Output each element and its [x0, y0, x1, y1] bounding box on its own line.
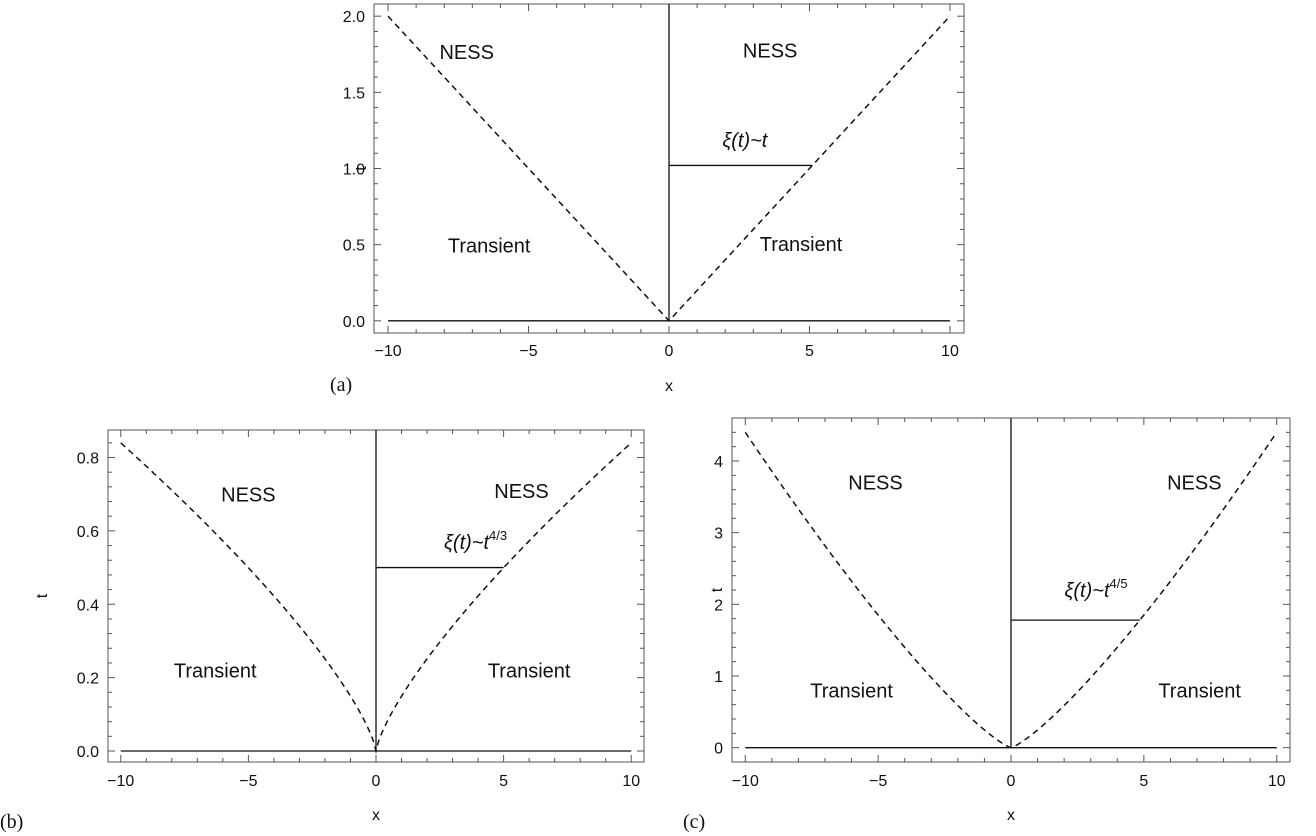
x-tick-label: 5	[1139, 773, 1148, 790]
x-tick-label: −5	[869, 773, 887, 790]
ness-left-label: NESS	[439, 42, 493, 64]
ness-left-label: NESS	[221, 485, 275, 507]
x-tick-label: 5	[499, 773, 508, 790]
transient-right-label: Transient	[1158, 681, 1241, 703]
y-axis-label: t	[34, 593, 51, 598]
xi-scaling-label: ξ(t)~t4/3	[444, 528, 507, 554]
x-tick-label: −10	[732, 773, 759, 790]
ness-right-label: NESS	[1167, 473, 1221, 495]
y-tick-label: 4	[714, 454, 723, 471]
x-tick-label: −10	[374, 343, 401, 360]
xi-exponent: 4/5	[1110, 576, 1128, 591]
x-tick-label: −5	[239, 773, 257, 790]
y-tick-label: 0.4	[77, 597, 99, 614]
x-tick-label: −5	[519, 343, 537, 360]
transient-left-label: Transient	[174, 661, 257, 683]
panel-c: −10 −5 0 5 10 0 1 2 3 4 x t (c) NESS NESS Transient Tran…	[683, 417, 1291, 833]
panel-label: (b)	[0, 811, 23, 833]
x-tick-label: 10	[941, 343, 959, 360]
y-tick-label: 0.6	[77, 524, 99, 541]
x-axis-label: x	[665, 378, 673, 395]
y-tick-label: 2.0	[343, 9, 365, 26]
boundary-curve	[387, 15, 951, 322]
ness-left-label: NESS	[848, 473, 902, 495]
panel-label: (a)	[330, 374, 352, 396]
x-tick-label: 0	[372, 773, 381, 790]
xi-scaling-label: ξ(t)~t4/5	[1064, 576, 1127, 602]
y-axis-label: t	[353, 166, 370, 171]
panel-label: (c)	[683, 811, 705, 833]
transient-left-label: Transient	[448, 235, 531, 257]
y-tick-label: 2	[714, 597, 723, 614]
x-tick-label: 10	[1268, 773, 1286, 790]
panel-b: −10 −5 0 5 10 0.0 0.2 0.4 0.6 0.8 x t (b) NESS NESS Tra…	[0, 429, 645, 833]
x-tick-label: 5	[805, 343, 814, 360]
xi-scaling-label: ξ(t)~t	[722, 130, 768, 152]
xi-base: ξ(t)~t	[722, 130, 768, 152]
transient-left-label: Transient	[810, 681, 893, 703]
transient-right-label: Transient	[760, 234, 843, 256]
y-tick-label: 1.5	[343, 85, 365, 102]
y-tick-label: 1	[714, 669, 723, 686]
ness-right-label: NESS	[494, 481, 548, 503]
x-tick-label: 10	[622, 773, 640, 790]
y-tick-label: 3	[714, 526, 723, 543]
boundary-curve	[744, 431, 1278, 749]
transient-right-label: Transient	[488, 661, 571, 683]
panel-a: −10 −5 0 5 10 0.0 0.5 1.0 1.5 2.0 x t (a) NESS NESS Tra…	[330, 3, 965, 396]
y-tick-label: 0.8	[77, 451, 99, 468]
xi-base: ξ(t)~t	[1064, 580, 1110, 602]
xi-base: ξ(t)~t	[444, 532, 490, 554]
y-tick-label: 0.2	[77, 671, 99, 688]
x-axis-label: x	[372, 807, 380, 824]
ness-right-label: NESS	[743, 40, 797, 62]
y-axis-label: t	[709, 587, 726, 592]
y-tick-label: 0.0	[77, 744, 99, 761]
x-axis-label: x	[1007, 807, 1015, 824]
y-tick-label: 0.0	[343, 314, 365, 331]
y-tick-label: 0.5	[343, 238, 365, 255]
xi-exponent: 4/3	[489, 528, 507, 543]
y-tick-label: 0	[714, 741, 723, 758]
boundary-curve	[120, 442, 632, 754]
x-tick-label: 0	[1007, 773, 1016, 790]
y-tick-label: 1.0	[343, 162, 365, 179]
x-tick-label: −10	[107, 773, 134, 790]
x-tick-label: 0	[665, 343, 674, 360]
